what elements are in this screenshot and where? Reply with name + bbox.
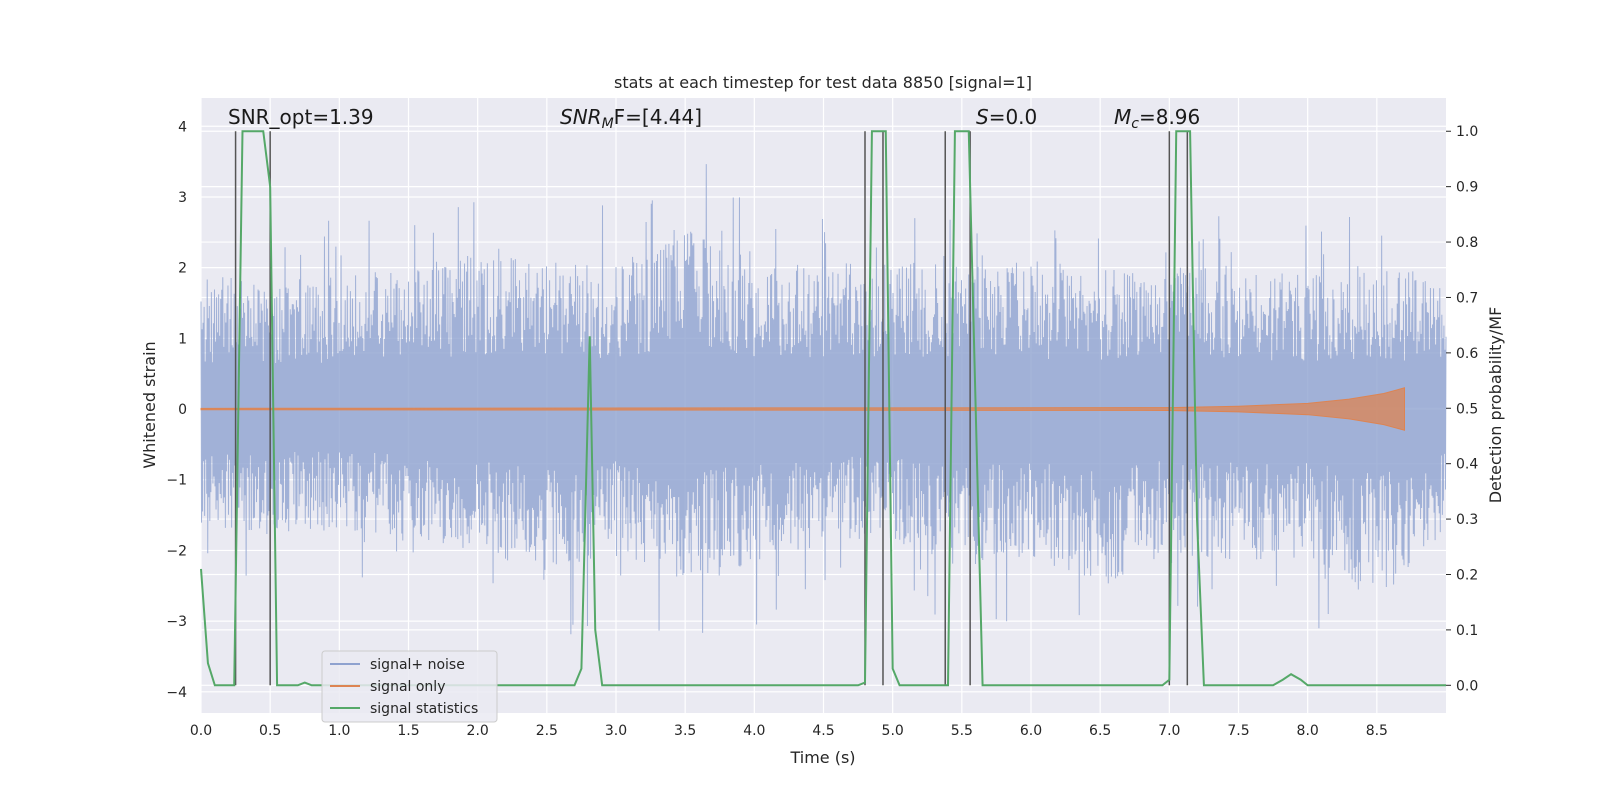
x-tick-label: 8.5 — [1366, 723, 1388, 739]
y-tick-label-left: −4 — [166, 685, 187, 701]
x-tick-label: 6.0 — [1020, 723, 1042, 739]
y-axis-label-left: Whitened strain — [140, 341, 159, 468]
y-tick-label-left: 0 — [178, 402, 187, 418]
y-tick-label-right: 0.7 — [1456, 290, 1478, 306]
x-tick-label: 3.0 — [605, 723, 627, 739]
x-tick-label: 0.0 — [190, 723, 212, 739]
y-tick-label-right: 0.3 — [1456, 512, 1478, 528]
y-tick-label-left: 2 — [178, 261, 187, 277]
y-tick-label-right: 0.8 — [1456, 235, 1478, 251]
x-tick-label: 7.5 — [1227, 723, 1249, 739]
legend-box — [321, 650, 498, 723]
legend-label-signal-only: signal only — [370, 679, 445, 695]
y-tick-label-left: 1 — [178, 331, 187, 347]
legend-label-signal-noise: signal+ noise — [370, 657, 465, 673]
x-tick-label: 2.5 — [536, 723, 558, 739]
y-tick-label-left: 3 — [178, 190, 187, 206]
x-tick-label: 3.5 — [674, 723, 696, 739]
annotation-mc: Mc=8.96 — [1114, 105, 1200, 132]
y-tick-label-left: 4 — [178, 119, 187, 135]
y-tick-label-left: −1 — [166, 473, 187, 489]
x-tick-label: 1.5 — [397, 723, 419, 739]
y-tick-label-right: 0.0 — [1456, 678, 1478, 694]
x-tick-label: 2.0 — [467, 723, 489, 739]
signal-only-series — [200, 387, 1405, 431]
x-tick-label: 1.0 — [328, 723, 350, 739]
annotation-s: S=0.0 — [976, 105, 1037, 129]
signal-statistics-line — [200, 130, 1446, 687]
x-tick-label: 0.5 — [259, 723, 281, 739]
x-tick-label: 4.0 — [743, 723, 765, 739]
signal-statistics-series — [200, 130, 1446, 687]
y-tick-label-right: 0.6 — [1456, 346, 1478, 362]
signal-only-area — [200, 387, 1405, 431]
legend-label-signal-statistics: signal statistics — [370, 701, 478, 717]
y-tick-label-right: 0.1 — [1456, 623, 1478, 639]
x-tick-label: 5.5 — [951, 723, 973, 739]
x-tick-label: 7.0 — [1158, 723, 1180, 739]
x-axis-label: Time (s) — [789, 748, 855, 767]
x-tick-label: 4.5 — [812, 723, 834, 739]
y-axis-label-right: Detection probability/MF — [1486, 307, 1505, 504]
x-tick-label: 6.5 — [1089, 723, 1111, 739]
chart-title: stats at each timestep for test data 885… — [614, 73, 1032, 92]
y-tick-label-right: 0.2 — [1456, 567, 1478, 583]
y-tick-label-left: −3 — [166, 614, 187, 630]
y-tick-label-right: 0.5 — [1456, 401, 1478, 417]
legend: signal+ noise signal only signal statist… — [321, 650, 498, 723]
x-tick-label: 5.0 — [882, 723, 904, 739]
annotation-snr-mf: SNRMF=[4.44] — [560, 105, 702, 132]
annotation-snr-opt: SNR_opt=1.39 — [228, 105, 374, 129]
signal-noise-series — [200, 164, 1447, 635]
x-tick-label: 8.0 — [1297, 723, 1319, 739]
signal-noise-line — [200, 164, 1447, 635]
y-tick-label-right: 1.0 — [1456, 124, 1478, 140]
y-tick-label-left: −2 — [166, 543, 187, 559]
y-tick-label-right: 0.4 — [1456, 457, 1478, 473]
y-tick-label-right: 0.9 — [1456, 180, 1478, 196]
tick-labels: 0.0 0.5 1.0 1.5 2.0 2.5 3.0 3.5 4.0 4.5 5.0 5.5 6.0 6… — [166, 119, 1478, 739]
